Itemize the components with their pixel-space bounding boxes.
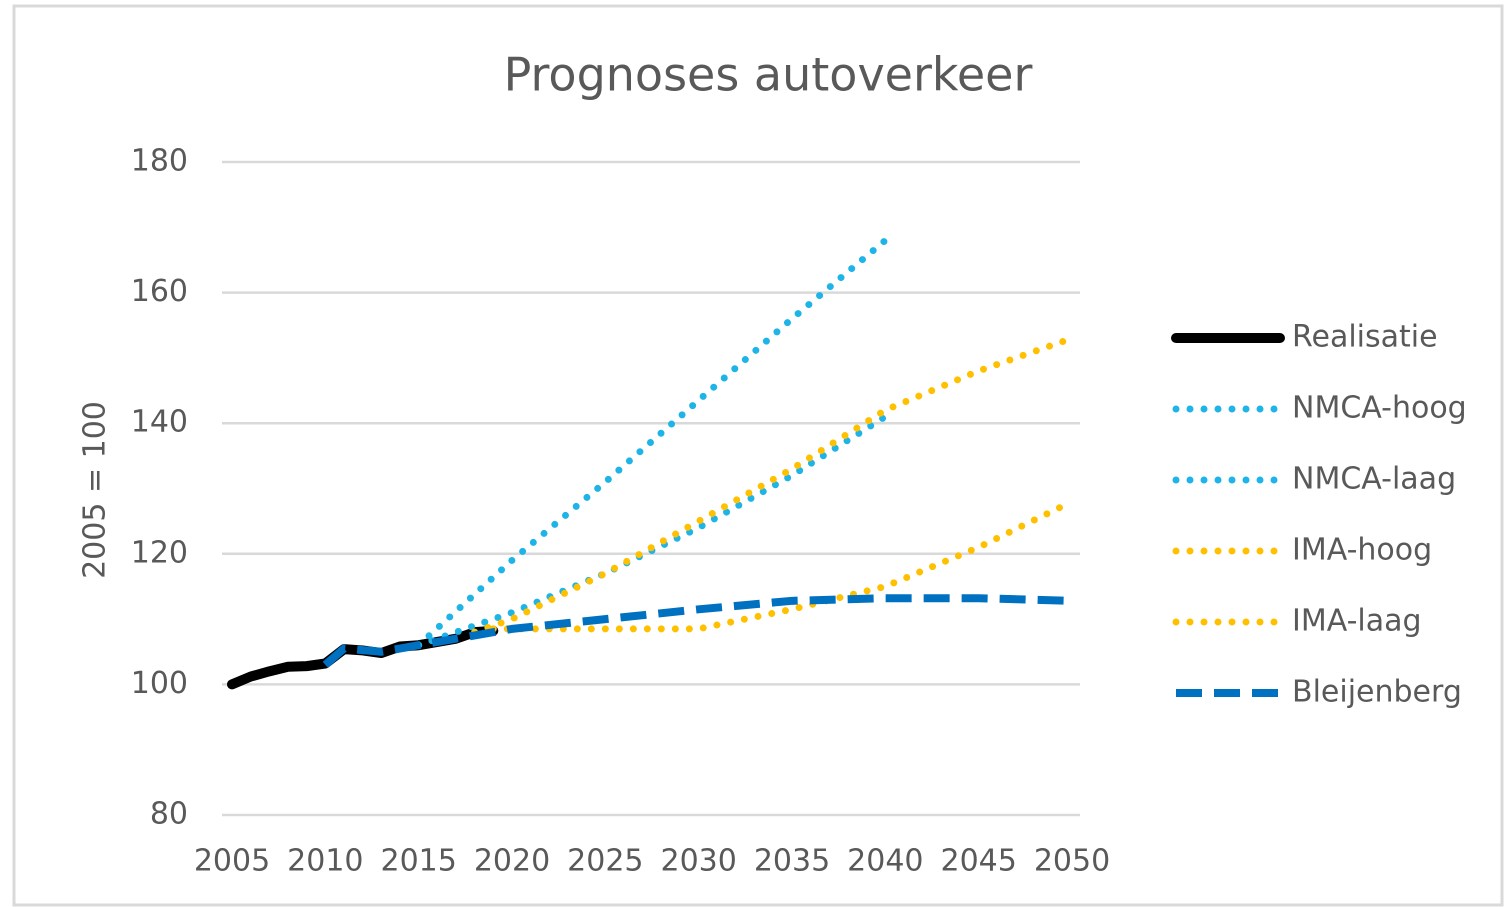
x-tick-label: 2030 bbox=[660, 844, 736, 879]
legend-label: NMCA-hoog bbox=[1292, 391, 1467, 426]
y-tick-label: 100 bbox=[131, 666, 188, 701]
series-line bbox=[489, 498, 1076, 633]
legend-label: IMA-hoog bbox=[1292, 533, 1432, 568]
y-axis-title: 2005 = 100 bbox=[78, 401, 113, 579]
series-line bbox=[415, 236, 889, 649]
x-tick-label: 2025 bbox=[567, 844, 643, 879]
legend-label: NMCA-laag bbox=[1292, 462, 1456, 497]
x-tick-label: 2020 bbox=[474, 844, 550, 879]
x-tick-label: 2015 bbox=[380, 844, 456, 879]
chart-title: Prognoses autoverkeer bbox=[504, 48, 1033, 102]
legend-label: Realisatie bbox=[1292, 320, 1438, 355]
x-tick-label: 2010 bbox=[287, 844, 363, 879]
y-tick-label: 160 bbox=[131, 274, 188, 309]
y-tick-label: 120 bbox=[131, 535, 188, 570]
legend-label: IMA-laag bbox=[1292, 604, 1422, 639]
x-tick-label: 2005 bbox=[194, 844, 270, 879]
x-tick-label: 2040 bbox=[847, 844, 923, 879]
y-tick-label: 180 bbox=[131, 144, 188, 179]
series-line bbox=[471, 334, 1076, 636]
x-tick-label: 2035 bbox=[754, 844, 830, 879]
x-tick-label: 2050 bbox=[1034, 844, 1110, 879]
y-tick-label: 80 bbox=[150, 797, 188, 832]
chart-frame bbox=[12, 4, 1504, 907]
legend-label: Bleijenberg bbox=[1292, 675, 1462, 710]
x-tick-label: 2045 bbox=[940, 844, 1016, 879]
y-tick-label: 140 bbox=[131, 405, 188, 440]
series-line bbox=[322, 594, 1073, 668]
